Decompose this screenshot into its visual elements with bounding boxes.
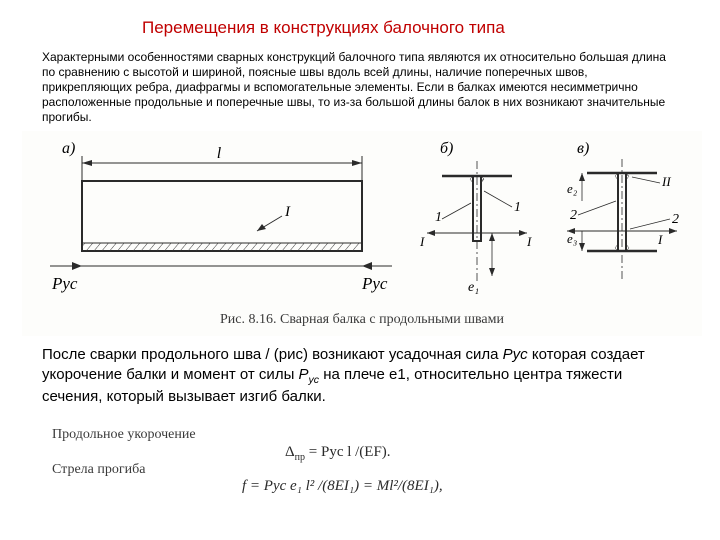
eq2: f = Pус e₁ l² /(8EI₁) = Ml²/(8EI₁),	[242, 478, 443, 494]
e1-label: e₁	[468, 280, 479, 295]
lbl-1-right: 1	[514, 200, 521, 215]
page-title: Перемещения в конструкциях балочного тип…	[142, 18, 678, 38]
eq1: Δпр = Pус l /(EF).	[285, 444, 391, 463]
after-p1: Рус	[503, 346, 528, 363]
I-left-b: I	[419, 234, 425, 249]
lbl-1-left: 1	[435, 210, 442, 225]
after-p2-sub: ус	[309, 374, 320, 386]
I-right-v: I	[657, 232, 663, 247]
force-right: Pус	[361, 274, 388, 293]
lbl-2-right: 2	[672, 212, 679, 227]
section-I-a: I	[284, 204, 291, 220]
I-right-b: I	[526, 234, 532, 249]
after-t1: После сварки продольного шва / (рис) воз…	[42, 346, 503, 363]
e2-label: e₂	[567, 181, 578, 196]
page: Перемещения в конструкциях балочного тип…	[0, 0, 720, 540]
formulae-block: Продольное укорочение Δпр = Pус l /(EF).…	[42, 418, 542, 498]
svg-text:Δпр = Pус l /(EF).: Δпр = Pус l /(EF).	[285, 444, 391, 463]
formula-label-1: Продольное укорочение	[52, 427, 196, 442]
after-paragraph: После сварки продольного шва / (рис) воз…	[42, 345, 678, 408]
after-p2-base: P	[299, 366, 309, 383]
e3-label: e₃	[567, 231, 577, 246]
force-left: Pус	[51, 274, 78, 293]
length-label: l	[217, 145, 222, 162]
label-v: в)	[577, 140, 589, 157]
intro-paragraph: Характерными особенностями сварных конст…	[42, 50, 678, 125]
figure-caption: Рис. 8.16. Сварная балка с продольными ш…	[220, 312, 505, 327]
II-label: II	[661, 174, 671, 189]
lbl-2-left: 2	[570, 208, 577, 223]
label-b: б)	[440, 140, 453, 157]
formula-label-2: Стрела прогиба	[52, 462, 146, 477]
figure-diagram: а) l I Pус Pус б)	[22, 131, 702, 336]
label-a: а)	[62, 140, 75, 157]
